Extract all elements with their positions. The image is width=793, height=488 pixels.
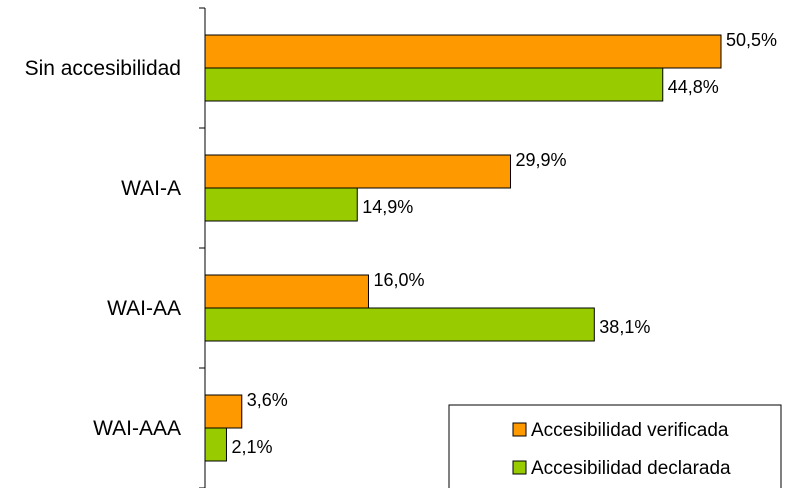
legend-box (448, 404, 782, 488)
data-label-accesibilidad-declarada-sin-accesibilidad: 44,8% (668, 77, 719, 97)
bar-accesibilidad-verificada-wai-aa (204, 274, 369, 309)
legend-swatch-accesibilidad-declarada (512, 460, 527, 475)
data-label-accesibilidad-verificada-sin-accesibilidad: 50,5% (726, 30, 777, 50)
data-label-accesibilidad-verificada-wai-a: 29,9% (516, 150, 567, 170)
bar-accesibilidad-declarada-wai-aa (204, 307, 595, 342)
category-label-sin-accesibilidad: Sin accesibilidad (25, 57, 181, 80)
legend-label-accesibilidad-declarada: Accesibilidad declarada (531, 458, 731, 479)
data-label-accesibilidad-declarada-wai-a: 14,9% (362, 197, 413, 217)
bar-accesibilidad-verificada-sin-accesibilidad (204, 34, 722, 69)
bar-accesibilidad-declarada-wai-aaa (204, 427, 227, 462)
legend-label-accesibilidad-verificada: Accesibilidad verificada (531, 420, 729, 441)
bar-accesibilidad-verificada-wai-aaa (204, 394, 243, 429)
data-label-accesibilidad-verificada-wai-aaa: 3,6% (247, 390, 288, 410)
category-label-wai-a: WAI-A (121, 177, 181, 200)
bar-accesibilidad-declarada-sin-accesibilidad (204, 67, 664, 102)
category-label-wai-aaa: WAI-AAA (93, 417, 181, 440)
category-label-wai-aa: WAI-AA (107, 297, 181, 320)
legend-swatch-accesibilidad-verificada (512, 422, 527, 437)
data-label-accesibilidad-verificada-wai-aa: 16,0% (373, 270, 424, 290)
data-label-accesibilidad-declarada-wai-aa: 38,1% (599, 317, 650, 337)
bar-accesibilidad-verificada-wai-a (204, 154, 512, 189)
bar-accesibilidad-declarada-wai-a (204, 187, 358, 222)
data-label-accesibilidad-declarada-wai-aaa: 2,1% (231, 437, 272, 457)
